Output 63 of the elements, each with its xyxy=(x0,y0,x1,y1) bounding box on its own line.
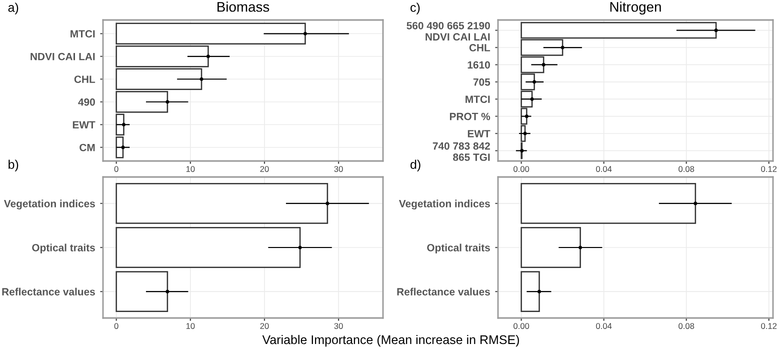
y-tick-label: CHL xyxy=(74,76,96,84)
y-tick-label: Reflectance values xyxy=(2,288,95,296)
x-tick-label: 0 xyxy=(114,166,118,172)
y-tick-label: NDVI CAI LAI xyxy=(30,52,95,60)
x-tick-label: 0.00 xyxy=(514,323,530,329)
x-tick-label: 0.04 xyxy=(596,323,612,329)
y-tick-label: CM xyxy=(80,144,95,152)
x-tick-label: 0.08 xyxy=(678,166,694,172)
text: a) xyxy=(8,2,18,14)
point xyxy=(121,146,125,150)
x-axis-title: Variable Importance (Mean increase in RMSE) xyxy=(262,334,519,347)
y-tick-label: 705 xyxy=(473,78,490,86)
bar xyxy=(116,227,301,268)
x-tick-label: 0.12 xyxy=(761,166,777,172)
bar xyxy=(520,227,581,268)
text: d) xyxy=(410,160,420,172)
point xyxy=(530,97,534,101)
y-tick-label: EWT xyxy=(72,121,96,128)
point xyxy=(520,148,524,152)
point xyxy=(166,100,170,104)
y-tick-label: 740 783 842 865 TGI xyxy=(432,142,490,161)
text: b) xyxy=(8,160,18,172)
x-tick-label: 0.08 xyxy=(678,323,694,329)
y-tick-label: 1610 xyxy=(468,61,490,69)
point xyxy=(542,62,546,67)
bar xyxy=(116,182,328,224)
x-tick-label: 10 xyxy=(186,323,195,329)
x-tick-label: 0.00 xyxy=(514,166,530,172)
point xyxy=(524,114,528,118)
x-tick-label: 30 xyxy=(334,166,343,172)
point xyxy=(532,80,536,84)
x-tick-label: 20 xyxy=(260,323,269,329)
y-tick-label: Optical traits xyxy=(32,244,95,254)
point xyxy=(523,132,527,136)
y-tick-label: 490 xyxy=(78,98,95,106)
y-tick-label: MTCI xyxy=(466,96,490,103)
point xyxy=(206,54,210,58)
y-tick-label: Optical traits xyxy=(427,244,490,254)
point xyxy=(714,28,718,32)
point xyxy=(122,122,126,126)
x-tick-label: 10 xyxy=(186,166,195,172)
y-tick-label: MTCI xyxy=(70,30,95,38)
y-tick-label: Reflectance values xyxy=(397,288,490,296)
y-tick-label: CHL xyxy=(469,44,490,52)
y-tick-label: 560 490 665 2190 NDVI CAI LAI xyxy=(406,22,490,41)
chart-title: Nitrogen xyxy=(610,2,661,15)
x-tick-label: 0 xyxy=(114,323,118,329)
x-tick-label: 30 xyxy=(334,323,343,329)
bar xyxy=(520,182,696,224)
y-tick-label: Vegetation indices xyxy=(4,200,95,210)
chart-title: Biomass xyxy=(218,2,270,12)
y-tick-label: EWT xyxy=(468,130,490,138)
x-tick-label: 0.12 xyxy=(761,323,777,329)
point xyxy=(200,77,204,81)
bar xyxy=(116,271,168,312)
x-tick-label: 0.04 xyxy=(596,166,612,172)
point xyxy=(303,32,308,36)
bar xyxy=(520,271,540,312)
x-tick-label: 20 xyxy=(260,166,269,172)
text: c) xyxy=(410,2,420,14)
y-tick-label: PROT % xyxy=(450,112,490,120)
y-tick-label: Vegetation indices xyxy=(398,200,490,210)
point xyxy=(560,46,564,50)
